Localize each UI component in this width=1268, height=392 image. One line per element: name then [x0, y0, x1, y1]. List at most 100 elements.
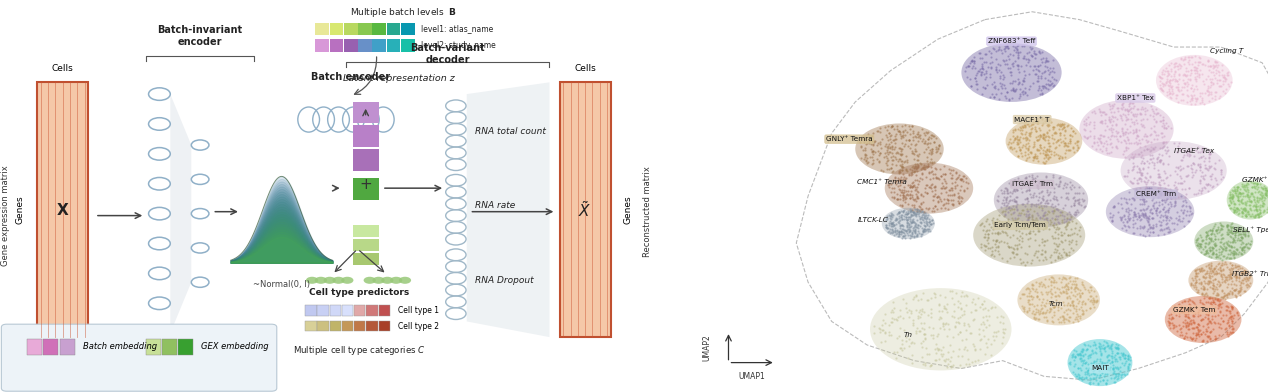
Point: [1068, 145, 1088, 152]
Point: [1188, 71, 1208, 77]
Point: [1016, 129, 1036, 135]
Point: [879, 228, 899, 234]
Point: [1168, 84, 1188, 90]
Point: [1023, 190, 1044, 196]
Point: [1229, 288, 1249, 294]
Point: [900, 194, 921, 201]
Point: [1066, 190, 1087, 196]
Point: [1210, 243, 1230, 249]
Point: [1090, 348, 1111, 354]
Point: [914, 165, 935, 172]
Point: [1102, 365, 1122, 372]
Point: [1211, 249, 1231, 255]
Point: [1122, 221, 1142, 227]
Point: [1102, 359, 1122, 365]
Point: [1217, 222, 1238, 229]
Point: [1083, 368, 1103, 374]
Point: [1203, 269, 1224, 276]
Point: [1220, 314, 1240, 320]
Point: [896, 299, 917, 306]
Point: [1063, 351, 1083, 358]
Point: [1146, 156, 1167, 163]
Point: [1023, 63, 1044, 69]
Point: [978, 235, 998, 241]
Point: [1203, 286, 1224, 292]
FancyBboxPatch shape: [43, 339, 58, 355]
Point: [1141, 185, 1161, 191]
Point: [884, 349, 904, 355]
Point: [1208, 296, 1229, 302]
Point: [1104, 370, 1125, 376]
Point: [1201, 336, 1221, 343]
Point: [1224, 250, 1244, 257]
Point: [1011, 209, 1031, 216]
Point: [1221, 271, 1241, 277]
Point: [1117, 134, 1137, 140]
Point: [1023, 224, 1044, 230]
Point: [1004, 179, 1025, 185]
Point: [886, 316, 907, 322]
Point: [902, 180, 922, 186]
Point: [1026, 66, 1046, 72]
Point: [1019, 185, 1040, 191]
Point: [1187, 331, 1207, 337]
Point: [1153, 138, 1173, 145]
Point: [1222, 318, 1243, 324]
Point: [891, 187, 912, 193]
Point: [907, 231, 927, 238]
Point: [987, 197, 1007, 203]
Point: [1178, 68, 1198, 74]
Point: [864, 151, 884, 157]
Circle shape: [373, 277, 384, 284]
Point: [1241, 207, 1262, 213]
Point: [1108, 354, 1129, 360]
Point: [1004, 215, 1025, 221]
Point: [1023, 155, 1044, 161]
Point: [924, 138, 945, 145]
Point: [867, 148, 888, 154]
Point: [926, 175, 946, 181]
Point: [1111, 374, 1131, 380]
Point: [1033, 146, 1054, 152]
Point: [1216, 261, 1236, 267]
Point: [1073, 374, 1093, 380]
Point: [908, 131, 928, 137]
Point: [1135, 212, 1155, 218]
Point: [1178, 185, 1198, 191]
Point: [903, 182, 923, 188]
Point: [987, 237, 1007, 243]
Point: [1225, 294, 1245, 300]
Point: [1137, 146, 1158, 152]
Point: [927, 175, 947, 181]
Point: [1044, 312, 1064, 318]
Point: [894, 189, 914, 195]
Point: [1056, 250, 1077, 256]
FancyBboxPatch shape: [317, 321, 328, 331]
Point: [1137, 226, 1158, 232]
Point: [1116, 354, 1136, 361]
Point: [1224, 209, 1244, 215]
Point: [895, 334, 915, 340]
Point: [1200, 335, 1220, 341]
Point: [1031, 87, 1051, 93]
Point: [1241, 190, 1262, 196]
Point: [1146, 207, 1167, 213]
Point: [883, 123, 903, 129]
Point: [1113, 111, 1134, 118]
Point: [1206, 296, 1226, 303]
Point: [978, 240, 998, 247]
Point: [884, 145, 904, 152]
Point: [1058, 196, 1078, 202]
Point: [1037, 67, 1058, 74]
Point: [890, 222, 910, 228]
Point: [1208, 254, 1229, 260]
Ellipse shape: [1121, 141, 1226, 200]
Point: [1092, 370, 1112, 377]
Point: [1189, 176, 1210, 183]
Point: [908, 176, 928, 183]
Point: [1116, 146, 1136, 152]
Point: [1060, 307, 1080, 313]
Point: [975, 305, 995, 311]
Point: [1200, 266, 1220, 272]
Point: [1246, 183, 1267, 189]
